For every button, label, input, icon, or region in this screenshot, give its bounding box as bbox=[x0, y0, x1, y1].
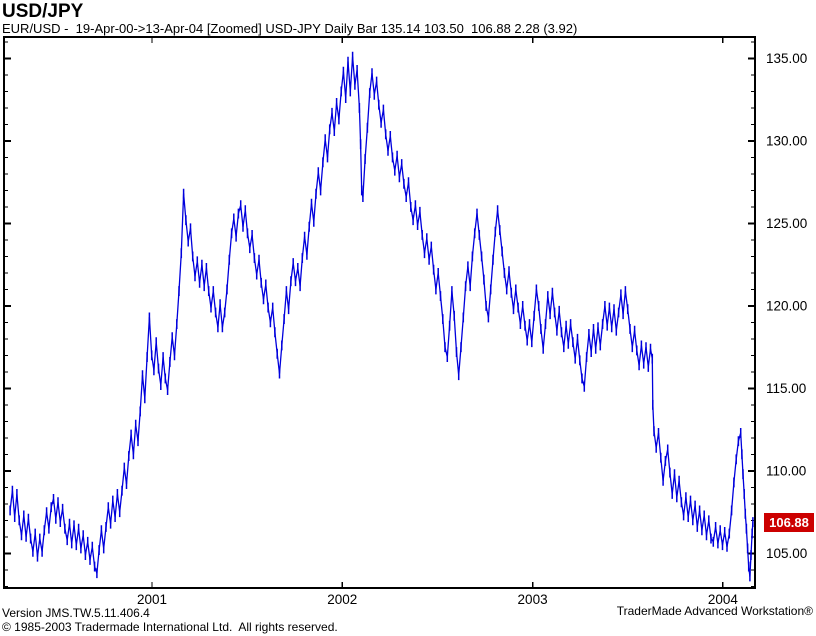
x-axis-label: 2001 bbox=[137, 592, 167, 607]
price-series-bars bbox=[9, 51, 754, 582]
x-axis-label: 2003 bbox=[518, 592, 548, 607]
version-text: Version JMS.TW.5.11.406.4 bbox=[2, 606, 150, 620]
plot-border bbox=[3, 36, 756, 589]
chart-subtitle: EUR/USD - 19-Apr-00->13-Apr-04 [Zoomed] … bbox=[2, 21, 578, 36]
y-axis-label: 105.00 bbox=[766, 546, 807, 561]
y-axis-label: 115.00 bbox=[766, 381, 806, 396]
price-series-line bbox=[9, 56, 754, 578]
x-axis-label: 2002 bbox=[327, 592, 357, 607]
copyright-text: © 1985-2003 Tradermade International Ltd… bbox=[2, 620, 338, 634]
y-axis-label: 135.00 bbox=[766, 51, 807, 66]
y-axis-label: 120.00 bbox=[766, 298, 807, 313]
page-title: USD/JPY bbox=[2, 1, 84, 22]
y-axis-label: 110.00 bbox=[766, 463, 806, 478]
x-axis-label: 2004 bbox=[708, 592, 739, 607]
last-price-tag: 106.88 bbox=[764, 513, 814, 532]
y-axis-label: 125.00 bbox=[766, 216, 807, 231]
y-axis-label: 130.00 bbox=[766, 133, 807, 148]
brand-text: TraderMade Advanced Workstation® bbox=[616, 604, 813, 618]
